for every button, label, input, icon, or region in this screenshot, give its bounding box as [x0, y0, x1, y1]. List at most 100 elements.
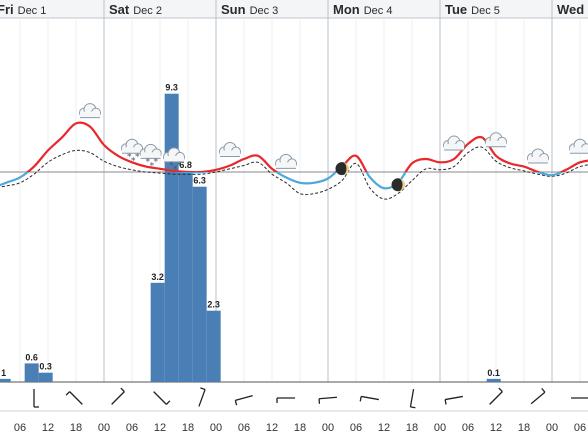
day-name: Wed [557, 2, 584, 17]
hour-tick-label: 06 [14, 422, 26, 434]
hour-tick-label: 12 [490, 422, 502, 434]
cloud-icon [275, 153, 297, 169]
moon-icon [335, 162, 350, 176]
hour-tick-label: 18 [518, 422, 530, 434]
day-date: Dec 3 [250, 5, 279, 17]
cloud-icon [527, 148, 549, 164]
hour-tick-label: 00 [98, 422, 110, 434]
day-label: Tue Dec 5 [445, 2, 500, 17]
precipitation-value-label: 0.3 [39, 362, 52, 372]
wind-barb [165, 400, 171, 405]
wind-arrow [234, 395, 253, 406]
precipitation-bar [24, 363, 39, 382]
hour-tick-label: 12 [378, 422, 390, 434]
precipitation-bar [206, 310, 221, 382]
day-name: Tue [445, 2, 467, 17]
cloud-icon [121, 138, 143, 154]
cloud-snow-icon: * ** [163, 147, 185, 175]
snowflake-glyph: * [169, 161, 174, 171]
wind-arrow [318, 396, 338, 404]
cloud-icon [527, 148, 549, 164]
snowflake-glyph: * [131, 156, 136, 166]
wind-shaft [69, 391, 83, 405]
precipitation-value-label: 9.3 [165, 83, 178, 93]
hour-tick-label: 00 [546, 422, 558, 434]
wind-barb [541, 387, 546, 393]
day-name: Mon [333, 2, 360, 17]
hour-tick-label: 06 [462, 422, 474, 434]
precipitation-bar [486, 378, 501, 382]
weather-symbols: * ** * ** * ** [79, 103, 588, 192]
cloud-base [528, 157, 548, 163]
precipitation-bar [164, 93, 179, 382]
hour-tick-label: 18 [406, 422, 418, 434]
cloud-icon [79, 103, 101, 119]
hour-tick-label: 06 [574, 422, 586, 434]
wind-arrow [571, 397, 588, 399]
cloud-icon [219, 142, 241, 158]
wind-row [33, 387, 588, 409]
day-date: Dec 4 [364, 5, 393, 17]
cloud-snow-icon: * ** [139, 143, 162, 171]
hour-tick-label: 00 [434, 422, 446, 434]
grid-layer [0, 0, 588, 412]
day-header-background [0, 0, 588, 18]
wind-arrow [198, 387, 206, 407]
cloud-icon [485, 132, 507, 148]
wind-arrow [276, 397, 295, 403]
wind-shaft [153, 391, 167, 405]
day-label: Sun Dec 3 [221, 2, 278, 17]
hour-tick-label: 12 [266, 422, 278, 434]
wind-shaft [111, 391, 125, 405]
precipitation-value-label: 0.1 [487, 368, 500, 378]
hour-tick-label: 06 [350, 422, 362, 434]
wind-shaft [198, 389, 206, 407]
day-label: Sat Dec 2 [109, 2, 162, 17]
wind-barb [444, 399, 447, 405]
precipitation-value-label: 6.3 [193, 176, 206, 186]
precipitation-bar [38, 372, 53, 382]
cloud-icon [443, 135, 465, 151]
cloud-base [122, 147, 142, 154]
moon-disc [391, 178, 405, 192]
hour-tick-label: 18 [182, 422, 194, 434]
cloud-icon [569, 138, 588, 154]
wind-shaft [530, 391, 546, 405]
wind-arrow [489, 387, 503, 405]
snowflake-glyph: * [154, 157, 159, 167]
day-name: Sun [221, 2, 246, 17]
wind-row-background [0, 383, 588, 411]
snowflake-glyph: * [150, 161, 155, 171]
wind-arrow [530, 387, 546, 405]
hour-tick-label: 12 [42, 422, 54, 434]
cloud-icon [79, 103, 101, 119]
hour-tick-label: 06 [238, 422, 250, 434]
temperature-lines [0, 121, 588, 200]
day-name: Sat [109, 2, 130, 17]
snowflake-glyph: * [127, 152, 132, 162]
cloud-base [486, 140, 506, 147]
snowflake-glyph: * [173, 165, 178, 175]
wind-arrow [409, 389, 416, 409]
wind-shaft [318, 396, 338, 400]
temperature-line-above-zero [26, 121, 588, 172]
precipitation-value-label: 6.8 [179, 160, 192, 170]
hour-tick-label: 18 [70, 422, 82, 434]
precipitation-value-label: 2.3 [207, 300, 220, 310]
precipitation-bar [192, 186, 207, 382]
hour-tick-label: 00 [322, 422, 334, 434]
cloud-icon [163, 147, 185, 163]
cloud-base [80, 111, 100, 118]
day-label: Wed [557, 2, 584, 17]
precipitation-bar [0, 378, 11, 382]
wind-arrow [33, 389, 39, 408]
snowflake-glyph: * [135, 152, 140, 162]
moon-crescent [398, 178, 405, 192]
precipitation-bar [150, 282, 165, 382]
wind-barb [120, 387, 125, 393]
hour-tick-label: 12 [154, 422, 166, 434]
hour-tick-label: 18 [294, 422, 306, 434]
moon-crescent [342, 162, 350, 176]
wind-shaft [361, 395, 379, 401]
